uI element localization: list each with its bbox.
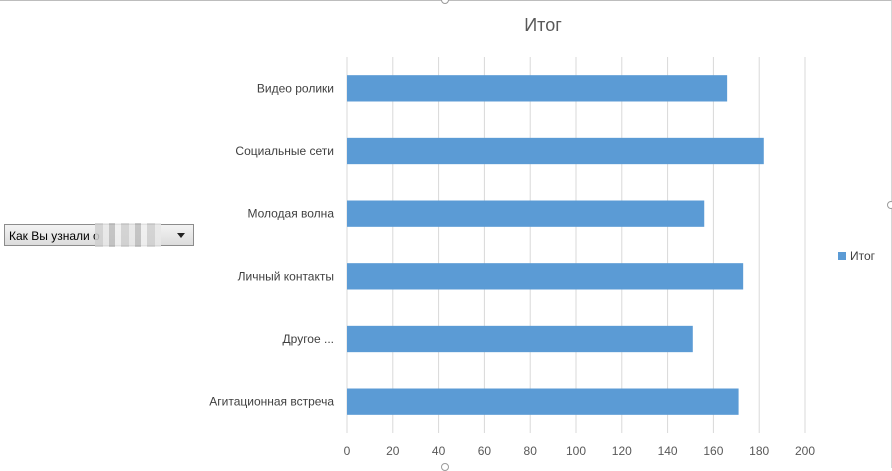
category-label-5: Агитационная встреча: [209, 395, 334, 409]
field-filter-dropdown[interactable]: Как Вы узнали о: [4, 223, 194, 247]
tick-label-3: 60: [478, 444, 492, 458]
bar-2[interactable]: [347, 200, 705, 227]
legend-label: Итог: [850, 249, 876, 263]
dropdown-arrow-icon[interactable]: [177, 233, 185, 238]
bars: [347, 75, 764, 415]
category-label-1: Социальные сети: [235, 144, 334, 158]
tick-label-4: 80: [524, 444, 538, 458]
bar-1[interactable]: [347, 137, 764, 165]
tick-label-2: 40: [432, 444, 446, 458]
tick-label-5: 100: [566, 444, 586, 458]
chart-title: Итог: [524, 15, 562, 35]
category-label-3: Личный контакты: [238, 269, 334, 283]
right-resize-handle[interactable]: [887, 201, 892, 209]
x-axis-tick-labels: 0 20 40 60 80 100 120 140 160 180 200: [344, 444, 816, 458]
category-labels: Видео ролики Социальные сети Молодая волна…: [209, 81, 334, 408]
bar-4[interactable]: [347, 325, 693, 353]
tick-label-1: 20: [386, 444, 400, 458]
tick-label-10: 200: [795, 444, 815, 458]
bar-5[interactable]: [347, 388, 739, 415]
bar-3[interactable]: [347, 263, 744, 290]
filter-label: Как Вы узнали о: [9, 229, 100, 243]
category-label-2: Молодая волна: [247, 207, 334, 221]
legend-swatch: [838, 252, 846, 260]
tick-label-7: 140: [658, 444, 678, 458]
tick-label-9: 180: [749, 444, 769, 458]
blurred-text: [95, 223, 161, 247]
tick-label-6: 120: [612, 444, 632, 458]
bar-0[interactable]: [347, 75, 728, 102]
gridlines: [346, 57, 806, 433]
legend: Итог: [838, 249, 876, 263]
category-label-4: Другое ...: [283, 332, 334, 346]
tick-label-8: 160: [703, 444, 723, 458]
tick-label-0: 0: [344, 444, 351, 458]
category-label-0: Видео ролики: [257, 81, 334, 95]
